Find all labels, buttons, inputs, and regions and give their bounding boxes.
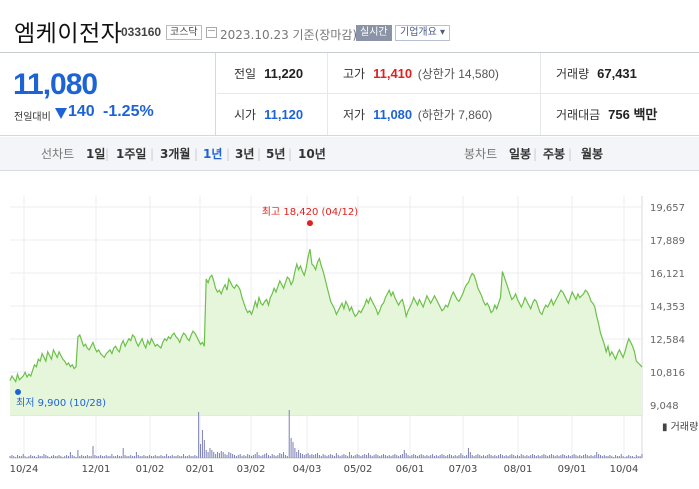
- price-change: 140: [68, 103, 95, 120]
- y-tick-label: 14,353: [650, 302, 685, 313]
- x-tick-label: 05/02: [344, 464, 373, 475]
- y-tick-label: 10,816: [650, 368, 685, 379]
- open-price: 시가 11,120: [234, 107, 304, 122]
- x-tick-label: 08/01: [504, 464, 533, 475]
- down-triangle-icon: [55, 108, 67, 119]
- x-tick-label: 01/02: [136, 464, 165, 475]
- volume-label: ▮ 거래량: [662, 421, 698, 433]
- period-bar: 선차트 1일 | 1주일 | 3개월 | 1년 | 3년 | 5년 | 10년 …: [0, 137, 699, 171]
- price-chart: 19,657 17,889 16,121 14,353 12,584 10,816 9,04…: [0, 172, 699, 489]
- market-badge: 코스닥: [166, 25, 202, 40]
- x-tick-label: 04/03: [293, 464, 322, 475]
- high-marker: [306, 220, 313, 227]
- current-price-box: 11,080 전일대비 140 -1.25%: [0, 53, 216, 135]
- period-1w[interactable]: 1주일: [116, 147, 147, 161]
- volume: 거래량 67,431: [556, 66, 637, 81]
- price-area: [10, 249, 642, 415]
- y-tick-label: 19,657: [650, 203, 685, 214]
- x-tick-label: 07/03: [449, 464, 478, 475]
- summary-row-2: 시가 11,120 저가 11,080 (하한가 7,860) 거래대금 756 백만: [217, 94, 699, 135]
- x-tick-label: 03/02: [237, 464, 266, 475]
- period-1d[interactable]: 1일: [86, 147, 106, 161]
- candle-daily[interactable]: 일봉: [509, 147, 532, 161]
- period-5y[interactable]: 5년: [266, 147, 286, 161]
- current-price: 11,080: [13, 68, 98, 101]
- y-tick-label: 12,584: [650, 335, 685, 346]
- calendar-icon: [206, 27, 217, 38]
- stock-code: 033160: [121, 25, 162, 39]
- x-tick-label: 02/01: [186, 464, 215, 475]
- summary-row-1: 전일 11,220 고가 11,410 (상한가 14,580) 거래량 67,431: [217, 53, 699, 94]
- period-3y[interactable]: 3년: [235, 147, 255, 161]
- x-tick-label: 12/01: [82, 464, 111, 475]
- period-1y[interactable]: 1년: [203, 147, 223, 161]
- company-name: 엠케이전자: [14, 21, 123, 47]
- prev-close: 전일 11,220: [234, 66, 304, 81]
- price-summary: 11,080 전일대비 140 -1.25% 전일 11,220 고가 11,410…: [0, 52, 699, 136]
- price-line: [9, 248, 643, 384]
- low-price: 저가 11,080 (하한가 7,860): [343, 107, 493, 122]
- candle-monthly[interactable]: 월봉: [581, 147, 604, 161]
- price-chart-svg: 19,657 17,889 16,121 14,353 12,584 10,816 9,04…: [9, 196, 698, 475]
- y-tick-label: 17,889: [650, 236, 685, 247]
- base-date: 2023.10.23 기준(장마감): [220, 28, 358, 42]
- x-tick-label: 06/01: [396, 464, 425, 475]
- high-annotation: 최고 18,420 (04/12): [262, 206, 358, 218]
- period-3m[interactable]: 3개월: [160, 147, 191, 161]
- x-tick-label: 10/24: [10, 464, 39, 475]
- line-chart-label: 선차트: [41, 147, 75, 161]
- realtime-button[interactable]: 실시간: [356, 25, 392, 41]
- trade-value: 거래대금 756 백만: [556, 107, 658, 122]
- candle-chart-label: 봉차트: [464, 147, 498, 161]
- company-info-dropdown[interactable]: 기업개요 ▾: [395, 25, 450, 41]
- high-price: 고가 11,410 (상한가 14,580): [343, 66, 499, 81]
- stock-header: 엠케이전자 033160 코스닥 2023.10.23 기준(장마감) 실시간 …: [0, 0, 699, 50]
- x-tick-label: 09/01: [558, 464, 587, 475]
- low-marker: [15, 389, 21, 395]
- y-tick-label: 16,121: [650, 269, 685, 280]
- low-annotation: 최저 9,900 (10/28): [16, 397, 106, 409]
- candle-weekly[interactable]: 주봉: [543, 147, 566, 161]
- period-10y[interactable]: 10년: [298, 147, 326, 161]
- x-tick-label: 10/04: [610, 464, 639, 475]
- price-change-percent: -1.25%: [103, 103, 154, 120]
- prev-day-label: 전일대비: [14, 112, 51, 123]
- y-tick-label: 9,048: [650, 401, 679, 412]
